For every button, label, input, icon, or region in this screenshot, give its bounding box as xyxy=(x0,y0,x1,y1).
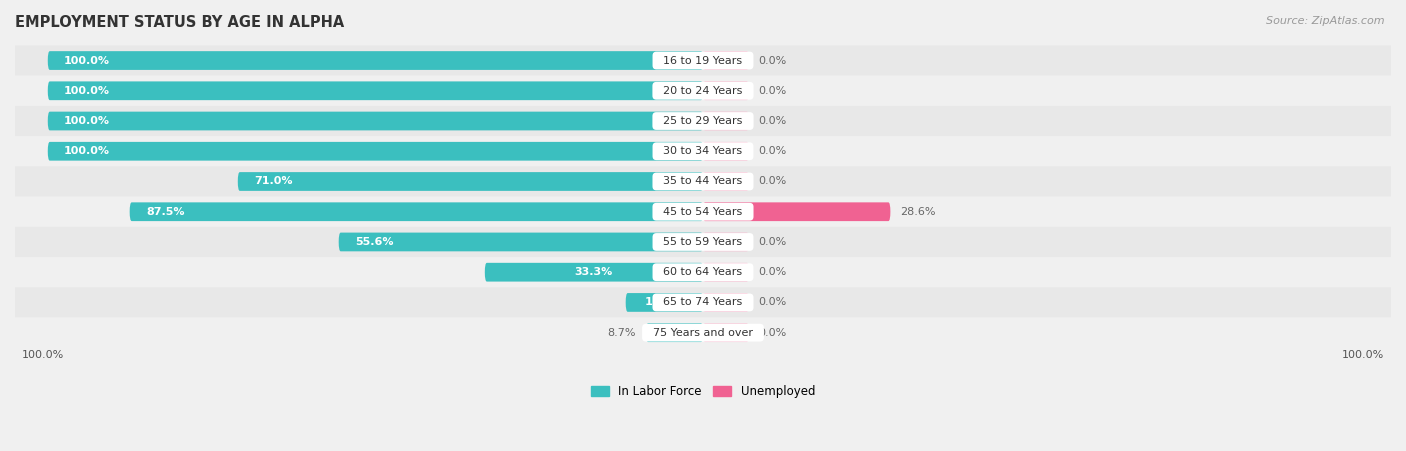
FancyBboxPatch shape xyxy=(703,233,749,251)
Text: 33.3%: 33.3% xyxy=(575,267,613,277)
Text: 0.0%: 0.0% xyxy=(759,298,787,308)
Text: 87.5%: 87.5% xyxy=(146,207,184,217)
FancyBboxPatch shape xyxy=(48,112,703,130)
Legend: In Labor Force, Unemployed: In Labor Force, Unemployed xyxy=(586,380,820,402)
Text: 0.0%: 0.0% xyxy=(759,328,787,338)
FancyBboxPatch shape xyxy=(48,51,703,70)
Text: 100.0%: 100.0% xyxy=(65,55,110,65)
FancyBboxPatch shape xyxy=(48,142,703,161)
FancyBboxPatch shape xyxy=(339,233,703,251)
FancyBboxPatch shape xyxy=(703,263,749,281)
FancyBboxPatch shape xyxy=(703,112,749,130)
Text: 100.0%: 100.0% xyxy=(65,146,110,156)
Text: 100.0%: 100.0% xyxy=(21,350,63,360)
Text: 30 to 34 Years: 30 to 34 Years xyxy=(657,146,749,156)
Text: 0.0%: 0.0% xyxy=(759,86,787,96)
FancyBboxPatch shape xyxy=(15,257,1391,287)
Text: 35 to 44 Years: 35 to 44 Years xyxy=(657,176,749,187)
FancyBboxPatch shape xyxy=(15,76,1391,106)
Text: 45 to 54 Years: 45 to 54 Years xyxy=(657,207,749,217)
Text: 8.7%: 8.7% xyxy=(607,328,636,338)
FancyBboxPatch shape xyxy=(48,82,703,100)
Text: 0.0%: 0.0% xyxy=(759,116,787,126)
FancyBboxPatch shape xyxy=(703,51,749,70)
Text: 75 Years and over: 75 Years and over xyxy=(645,328,761,338)
Text: 55.6%: 55.6% xyxy=(356,237,394,247)
Text: 100.0%: 100.0% xyxy=(65,86,110,96)
Text: 71.0%: 71.0% xyxy=(254,176,292,187)
FancyBboxPatch shape xyxy=(15,166,1391,197)
Text: 28.6%: 28.6% xyxy=(900,207,936,217)
Text: 0.0%: 0.0% xyxy=(759,176,787,187)
FancyBboxPatch shape xyxy=(485,263,703,281)
FancyBboxPatch shape xyxy=(645,323,703,342)
Text: 0.0%: 0.0% xyxy=(759,267,787,277)
FancyBboxPatch shape xyxy=(15,106,1391,136)
FancyBboxPatch shape xyxy=(15,287,1391,318)
FancyBboxPatch shape xyxy=(703,293,749,312)
FancyBboxPatch shape xyxy=(15,46,1391,76)
Text: 0.0%: 0.0% xyxy=(759,237,787,247)
FancyBboxPatch shape xyxy=(129,202,703,221)
FancyBboxPatch shape xyxy=(703,142,749,161)
Text: 100.0%: 100.0% xyxy=(1343,350,1385,360)
FancyBboxPatch shape xyxy=(15,227,1391,257)
FancyBboxPatch shape xyxy=(15,318,1391,348)
Text: 16 to 19 Years: 16 to 19 Years xyxy=(657,55,749,65)
Text: 0.0%: 0.0% xyxy=(759,55,787,65)
FancyBboxPatch shape xyxy=(703,323,749,342)
Text: 20 to 24 Years: 20 to 24 Years xyxy=(657,86,749,96)
FancyBboxPatch shape xyxy=(626,293,703,312)
Text: 55 to 59 Years: 55 to 59 Years xyxy=(657,237,749,247)
FancyBboxPatch shape xyxy=(15,136,1391,166)
FancyBboxPatch shape xyxy=(703,172,749,191)
Text: Source: ZipAtlas.com: Source: ZipAtlas.com xyxy=(1267,16,1385,26)
FancyBboxPatch shape xyxy=(238,172,703,191)
Text: 65 to 74 Years: 65 to 74 Years xyxy=(657,298,749,308)
FancyBboxPatch shape xyxy=(703,82,749,100)
FancyBboxPatch shape xyxy=(15,197,1391,227)
Text: 60 to 64 Years: 60 to 64 Years xyxy=(657,267,749,277)
Text: 100.0%: 100.0% xyxy=(65,116,110,126)
Text: 11.8%: 11.8% xyxy=(645,298,683,308)
Text: 0.0%: 0.0% xyxy=(759,146,787,156)
Text: EMPLOYMENT STATUS BY AGE IN ALPHA: EMPLOYMENT STATUS BY AGE IN ALPHA xyxy=(15,15,344,30)
Text: 25 to 29 Years: 25 to 29 Years xyxy=(657,116,749,126)
FancyBboxPatch shape xyxy=(703,202,890,221)
